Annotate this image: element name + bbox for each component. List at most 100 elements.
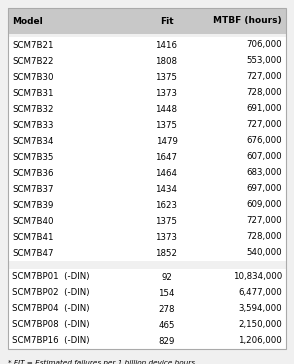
Text: 1373: 1373 bbox=[156, 88, 178, 98]
Bar bbox=[139, 301, 194, 317]
Bar bbox=[194, 149, 286, 165]
Bar bbox=[194, 53, 286, 69]
Text: 1373: 1373 bbox=[156, 233, 178, 241]
Bar bbox=[194, 8, 286, 34]
Bar bbox=[8, 101, 139, 117]
Text: 607,000: 607,000 bbox=[246, 153, 282, 162]
Text: SCM7B32: SCM7B32 bbox=[12, 104, 54, 114]
Bar bbox=[194, 245, 286, 261]
Bar bbox=[194, 197, 286, 213]
Text: SCM7B33: SCM7B33 bbox=[12, 120, 54, 130]
Text: SCM7B41: SCM7B41 bbox=[12, 233, 54, 241]
Bar bbox=[139, 149, 194, 165]
Bar bbox=[139, 117, 194, 133]
Text: 1375: 1375 bbox=[156, 72, 178, 82]
Text: SCM7B36: SCM7B36 bbox=[12, 169, 54, 178]
Text: 683,000: 683,000 bbox=[246, 169, 282, 178]
Text: Model: Model bbox=[12, 16, 43, 25]
Text: 727,000: 727,000 bbox=[246, 217, 282, 226]
Text: SCM7BP04  (-DIN): SCM7BP04 (-DIN) bbox=[12, 305, 89, 313]
Bar bbox=[139, 333, 194, 349]
Bar bbox=[8, 285, 139, 301]
Bar bbox=[194, 285, 286, 301]
Bar bbox=[8, 213, 139, 229]
Text: 691,000: 691,000 bbox=[246, 104, 282, 114]
Text: 10,834,000: 10,834,000 bbox=[233, 273, 282, 281]
Text: 540,000: 540,000 bbox=[246, 249, 282, 257]
Bar bbox=[139, 317, 194, 333]
Bar bbox=[194, 85, 286, 101]
Bar bbox=[194, 101, 286, 117]
Text: 609,000: 609,000 bbox=[246, 201, 282, 210]
Text: 728,000: 728,000 bbox=[246, 88, 282, 98]
Bar bbox=[194, 37, 286, 53]
Bar bbox=[194, 229, 286, 245]
Text: 1375: 1375 bbox=[156, 120, 178, 130]
Text: 6,477,000: 6,477,000 bbox=[238, 289, 282, 297]
Bar bbox=[194, 133, 286, 149]
Bar bbox=[8, 53, 139, 69]
Bar bbox=[8, 181, 139, 197]
Text: SCM7B31: SCM7B31 bbox=[12, 88, 54, 98]
Bar bbox=[139, 197, 194, 213]
Text: 1416: 1416 bbox=[156, 40, 178, 50]
Text: SCM7B22: SCM7B22 bbox=[12, 56, 54, 66]
Bar bbox=[8, 117, 139, 133]
Bar bbox=[139, 165, 194, 181]
Text: SCM7B37: SCM7B37 bbox=[12, 185, 54, 194]
Bar bbox=[139, 85, 194, 101]
Bar bbox=[8, 165, 139, 181]
Bar bbox=[8, 317, 139, 333]
Text: 278: 278 bbox=[158, 305, 175, 313]
Bar bbox=[8, 245, 139, 261]
Bar bbox=[194, 165, 286, 181]
Bar bbox=[8, 261, 286, 269]
Text: SCM7B39: SCM7B39 bbox=[12, 201, 54, 210]
Bar bbox=[8, 133, 139, 149]
Text: 1808: 1808 bbox=[156, 56, 178, 66]
Bar bbox=[194, 301, 286, 317]
Bar bbox=[139, 37, 194, 53]
Bar bbox=[139, 229, 194, 245]
Bar bbox=[8, 197, 139, 213]
Text: 92: 92 bbox=[161, 273, 172, 281]
Text: 1852: 1852 bbox=[156, 249, 178, 257]
Text: SCM7BP01  (-DIN): SCM7BP01 (-DIN) bbox=[12, 273, 89, 281]
Text: 727,000: 727,000 bbox=[246, 72, 282, 82]
Text: SCM7BP02  (-DIN): SCM7BP02 (-DIN) bbox=[12, 289, 89, 297]
Text: SCM7B30: SCM7B30 bbox=[12, 72, 54, 82]
Text: 465: 465 bbox=[158, 320, 175, 329]
Bar bbox=[194, 181, 286, 197]
Bar bbox=[139, 53, 194, 69]
Text: MTBF (hours): MTBF (hours) bbox=[213, 16, 282, 25]
Text: 676,000: 676,000 bbox=[246, 136, 282, 146]
Text: 706,000: 706,000 bbox=[246, 40, 282, 50]
Text: SCM7BP16  (-DIN): SCM7BP16 (-DIN) bbox=[12, 336, 89, 345]
Bar bbox=[8, 37, 139, 53]
Text: 1647: 1647 bbox=[156, 153, 178, 162]
Bar bbox=[8, 301, 139, 317]
Text: SCM7B40: SCM7B40 bbox=[12, 217, 54, 226]
Text: SCM7B34: SCM7B34 bbox=[12, 136, 54, 146]
Text: 697,000: 697,000 bbox=[246, 185, 282, 194]
Text: 1434: 1434 bbox=[156, 185, 178, 194]
Bar bbox=[139, 245, 194, 261]
Bar bbox=[139, 181, 194, 197]
Text: 1375: 1375 bbox=[156, 217, 178, 226]
Text: SCM7B35: SCM7B35 bbox=[12, 153, 54, 162]
Bar bbox=[8, 34, 286, 37]
Bar bbox=[139, 69, 194, 85]
Text: 2,150,000: 2,150,000 bbox=[238, 320, 282, 329]
Text: SCM7BP08  (-DIN): SCM7BP08 (-DIN) bbox=[12, 320, 89, 329]
Bar bbox=[8, 85, 139, 101]
Text: 1464: 1464 bbox=[156, 169, 178, 178]
Bar bbox=[194, 269, 286, 285]
Bar bbox=[8, 333, 139, 349]
Bar bbox=[8, 69, 139, 85]
Text: 1,206,000: 1,206,000 bbox=[238, 336, 282, 345]
Bar bbox=[139, 285, 194, 301]
Bar bbox=[8, 269, 139, 285]
Text: Fit: Fit bbox=[160, 16, 173, 25]
Text: 829: 829 bbox=[158, 336, 175, 345]
Text: 1448: 1448 bbox=[156, 104, 178, 114]
